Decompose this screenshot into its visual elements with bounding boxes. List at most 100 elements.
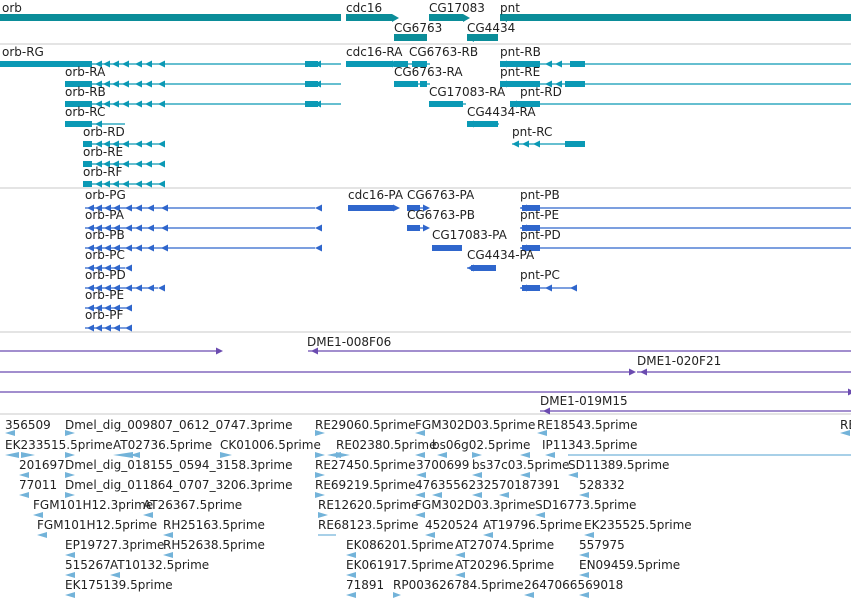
est-label-RE02380.5prime[interactable]: RE02380.5prime xyxy=(336,438,437,452)
mrna-label-orb-RA[interactable]: orb-RA xyxy=(65,65,106,79)
clone-label-DME1-008F06[interactable]: DME1-008F06 xyxy=(307,335,392,349)
est-label-IP11343.5prime[interactable]: IP11343.5prime xyxy=(542,438,638,452)
mrna-label-pnt-RE[interactable]: pnt-RE xyxy=(500,65,541,79)
protein-label-pnt-PC[interactable]: pnt-PC xyxy=(520,268,560,282)
mrna-label-pnt-RB[interactable]: pnt-RB xyxy=(500,45,541,59)
est-label-bs37c03.5prime[interactable]: bs37c03.5prime xyxy=(472,458,570,472)
protein-arrow-orb-PD-1 xyxy=(95,284,102,292)
est-label-SD11389.5prime[interactable]: SD11389.5prime xyxy=(568,458,670,472)
est-label-RE29060.5prime[interactable]: RE29060.5prime xyxy=(315,418,416,432)
est-label-AT02736.5prime[interactable]: AT02736.5prime xyxy=(113,438,213,452)
protein-label-cdc16-PA[interactable]: cdc16-PA xyxy=(348,188,404,202)
mrna-arrow-orb-RF-3 xyxy=(122,180,129,188)
est-label-Dmel_dig_009807_0612_0747.3prime[interactable]: Dmel_dig_009807_0612_0747.3prime xyxy=(65,418,293,432)
gene-label-CG6763[interactable]: CG6763 xyxy=(394,21,443,35)
est-label-RH25163.5prime[interactable]: RH25163.5prime xyxy=(163,518,265,532)
est-label-2647066569018[interactable]: 2647066569018 xyxy=(524,578,624,592)
protein-label-CG6763-PB[interactable]: CG6763-PB xyxy=(407,208,476,222)
est-label-CK01006.5prime[interactable]: CK01006.5prime xyxy=(220,438,321,452)
est-label-FGM101H12.5prime[interactable]: FGM101H12.5prime xyxy=(37,518,158,532)
est-label-AT10132.5prime[interactable]: AT10132.5prime xyxy=(110,558,210,572)
est-label-EN09459.5prime[interactable]: EN09459.5prime xyxy=(579,558,681,572)
est-mark-6 xyxy=(315,452,325,458)
mrna-label-CG17083-RA[interactable]: CG17083-RA xyxy=(429,85,506,99)
est-label-RE12620.5prime[interactable]: RE12620.5prime xyxy=(318,498,419,512)
est-label-515267[interactable]: 515267 xyxy=(65,558,111,572)
protein-label-orb-PA[interactable]: orb-PA xyxy=(85,208,124,222)
est-label-3700699[interactable]: 3700699 xyxy=(416,458,470,472)
protein-label-CG17083-PA[interactable]: CG17083-PA xyxy=(432,228,507,242)
protein-label-CG6763-PA[interactable]: CG6763-PA xyxy=(407,188,475,202)
mrna-label-orb-RC[interactable]: orb-RC xyxy=(65,105,106,119)
protein-label-orb-PF[interactable]: orb-PF xyxy=(85,308,124,322)
est-label-EK175139.5prime[interactable]: EK175139.5prime xyxy=(65,578,173,592)
est-label-201697[interactable]: 201697 xyxy=(19,458,65,472)
mrna-label-orb-RF[interactable]: orb-RF xyxy=(83,165,123,179)
mrna-label-orb-RG[interactable]: orb-RG xyxy=(2,45,44,59)
gene-label-CG17083[interactable]: CG17083 xyxy=(429,1,485,15)
est-label-AT20296.5prime[interactable]: AT20296.5prime xyxy=(455,558,555,572)
protein-arrow-orb-PB-4 xyxy=(125,244,132,252)
est-label-FGM101H12.3prime[interactable]: FGM101H12.3prime xyxy=(33,498,154,512)
protein-label-CG4434-PA[interactable]: CG4434-PA xyxy=(467,248,535,262)
protein-label-pnt-PD[interactable]: pnt-PD xyxy=(520,228,561,242)
est-label-RE[interactable]: RE xyxy=(840,418,851,432)
est-label-bs06g02.5prime[interactable]: bs06g02.5prime xyxy=(432,438,531,452)
protein-arrow-orb-PE-3 xyxy=(113,304,120,312)
clone-label-DME1-019M15[interactable]: DME1-019M15 xyxy=(540,394,628,408)
est-label-Dmel_dig_018155_0594_3158.3prime[interactable]: Dmel_dig_018155_0594_3158.3prime xyxy=(65,458,293,472)
protein-label-orb-PD[interactable]: orb-PD xyxy=(85,268,126,282)
est-label-EP19727.3prime[interactable]: EP19727.3prime xyxy=(65,538,165,552)
gene-label-pnt[interactable]: pnt xyxy=(500,1,520,15)
est-label-EK233515.5prime[interactable]: EK233515.5prime xyxy=(5,438,113,452)
est-label-77011[interactable]: 77011 xyxy=(19,478,58,492)
est-label-AT19796.5prime[interactable]: AT19796.5prime xyxy=(483,518,583,532)
est-label-AT26367.5prime[interactable]: AT26367.5prime xyxy=(143,498,243,512)
est-label-EK086201.5prime[interactable]: EK086201.5prime xyxy=(346,538,454,552)
est-label-4763556232570187391[interactable]: 4763556232570187391 xyxy=(415,478,561,492)
est-label-557975[interactable]: 557975 xyxy=(579,538,625,552)
protein-label-orb-PB[interactable]: orb-PB xyxy=(85,228,125,242)
mrna-label-orb-RD[interactable]: orb-RD xyxy=(83,125,125,139)
gene-label-CG4434[interactable]: CG4434 xyxy=(467,21,516,35)
est-label-4520524[interactable]: 4520524 xyxy=(425,518,479,532)
mrna-label-pnt-RC[interactable]: pnt-RC xyxy=(512,125,553,139)
est-label-356509[interactable]: 356509 xyxy=(5,418,51,432)
mrna-arrow-orb-RG-4 xyxy=(135,60,142,68)
est-label-FGM302D03.3prime[interactable]: FGM302D03.3prime xyxy=(415,498,536,512)
mrna-label-cdc16-RA[interactable]: cdc16-RA xyxy=(346,45,403,59)
est-label-Dmel_dig_011864_0707_3206.3prime[interactable]: Dmel_dig_011864_0707_3206.3prime xyxy=(65,478,293,492)
protein-label-orb-PE[interactable]: orb-PE xyxy=(85,288,125,302)
mrna-label-pnt-RD[interactable]: pnt-RD xyxy=(520,85,562,99)
gene-label-cdc16[interactable]: cdc16 xyxy=(346,1,383,15)
est-label-RP003626784.5prime[interactable]: RP003626784.5prime xyxy=(393,578,524,592)
est-label-EK235525.5prime[interactable]: EK235525.5prime xyxy=(584,518,692,532)
est-label-71891[interactable]: 71891 xyxy=(346,578,385,592)
mrna-arrow-orb-RD-0 xyxy=(95,140,102,148)
gene-label-orb[interactable]: orb xyxy=(2,1,22,15)
est-label-FGM302D03.5prime[interactable]: FGM302D03.5prime xyxy=(415,418,536,432)
est-label-RH52638.5prime[interactable]: RH52638.5prime xyxy=(163,538,265,552)
mrna-label-orb-RB[interactable]: orb-RB xyxy=(65,85,106,99)
protein-label-pnt-PB[interactable]: pnt-PB xyxy=(520,188,560,202)
est-label-RE27450.5prime[interactable]: RE27450.5prime xyxy=(315,458,416,472)
est-label-RE68123.5prime[interactable]: RE68123.5prime xyxy=(318,518,419,532)
protein-label-orb-PC[interactable]: orb-PC xyxy=(85,248,125,262)
est-label-RE69219.5prime[interactable]: RE69219.5prime xyxy=(315,478,416,492)
protein-label-pnt-PE[interactable]: pnt-PE xyxy=(520,208,560,222)
est-label-SD16773.5prime[interactable]: SD16773.5prime xyxy=(535,498,637,512)
gene-bar-CG4434-0 xyxy=(467,34,498,41)
protein-arrow-orb-PA-8 xyxy=(315,224,322,232)
clone-label-DME1-020F21[interactable]: DME1-020F21 xyxy=(637,354,722,368)
mrna-label-CG4434-RA[interactable]: CG4434-RA xyxy=(467,105,536,119)
mrna-label-orb-RE[interactable]: orb-RE xyxy=(83,145,124,159)
mrna-label-CG6763-RA[interactable]: CG6763-RA xyxy=(394,65,463,79)
est-label-AT27074.5prime[interactable]: AT27074.5prime xyxy=(455,538,555,552)
est-label-528332[interactable]: 528332 xyxy=(579,478,625,492)
est-label-RE18543.5prime[interactable]: RE18543.5prime xyxy=(537,418,638,432)
protein-label-orb-PG[interactable]: orb-PG xyxy=(85,188,126,202)
est-label-EK061917.5prime[interactable]: EK061917.5prime xyxy=(346,558,454,572)
mrna-label-CG6763-RB[interactable]: CG6763-RB xyxy=(409,45,479,59)
protein-arrow-orb-PD-6 xyxy=(147,284,154,292)
